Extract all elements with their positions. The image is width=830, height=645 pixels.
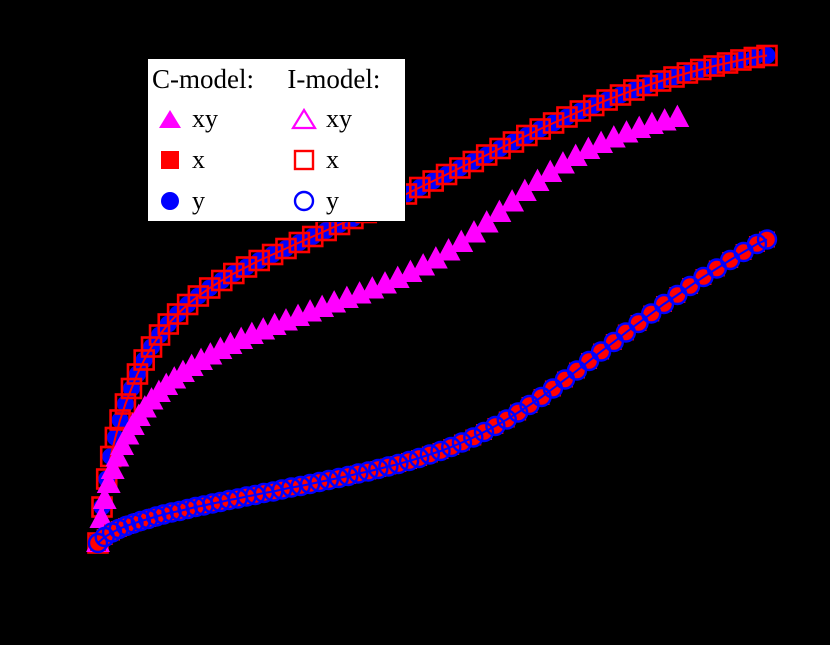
legend-label-xy-i: xy: [326, 104, 352, 134]
legend-entry-c-model-xy: xy: [148, 106, 282, 132]
legend-label-y-i: y: [326, 185, 339, 215]
triangle-icon: [148, 107, 192, 131]
legend-header-c-model: C-model:: [152, 63, 254, 94]
series-i-model-xy: [86, 104, 690, 552]
legend-header-i-model: I-model:: [287, 63, 381, 94]
legend-entry-c-model-x: x: [148, 144, 282, 174]
legend-label-y-c: y: [192, 185, 205, 215]
legend-row-y: y y: [148, 182, 405, 220]
legend-box: C-model: I-model: xy xy: [147, 58, 406, 222]
legend-label-xy-c: xy: [192, 104, 218, 134]
circle-outline-icon: [282, 189, 326, 213]
legend-header-row: C-model: I-model:: [148, 59, 405, 99]
legend-row-x: x x: [148, 141, 405, 179]
legend-entry-c-model-y: y: [148, 185, 282, 215]
legend-label-x-c: x: [192, 144, 205, 174]
triangle-outline-icon: [282, 107, 326, 131]
circle-icon: [148, 189, 192, 213]
legend-label-x-i: x: [326, 144, 339, 174]
series-i-model-y: [87, 229, 778, 554]
legend-rows: xy xy x: [148, 99, 405, 221]
square-icon: [148, 148, 192, 172]
square-outline-icon: [282, 148, 326, 172]
legend-entry-i-model-xy: xy: [282, 106, 402, 132]
legend-entry-i-model-y: y: [282, 185, 402, 215]
legend-row-xy: xy xy: [148, 100, 405, 138]
legend-entry-i-model-x: x: [282, 144, 402, 174]
